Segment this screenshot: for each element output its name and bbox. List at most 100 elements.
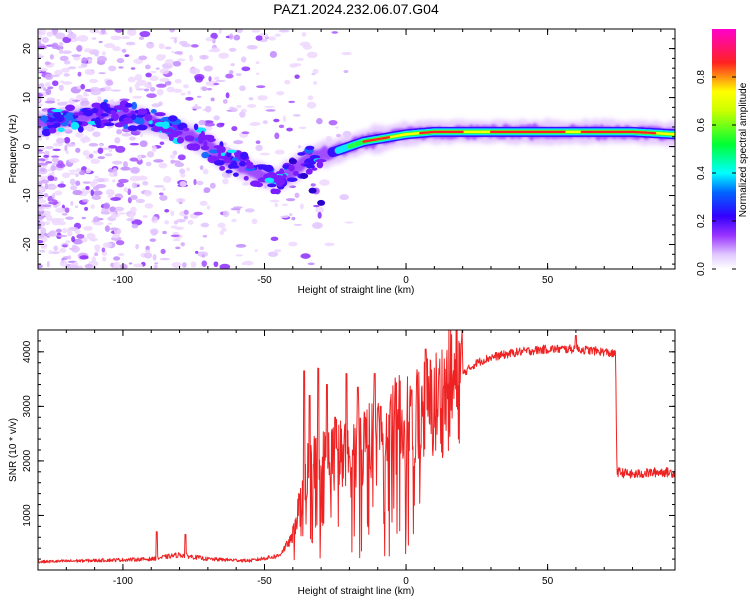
noise-speckle <box>246 44 258 50</box>
noise-speckle <box>56 98 60 102</box>
ridge-blob <box>203 140 208 147</box>
ridge-blob <box>128 119 133 124</box>
ridge-blob <box>96 112 101 117</box>
noise-speckle <box>65 149 69 155</box>
noise-speckle <box>214 76 220 81</box>
noise-speckle <box>219 230 224 236</box>
noise-speckle <box>88 58 93 65</box>
noise-speckle <box>222 210 230 218</box>
ridge-blob <box>292 170 299 176</box>
noise-speckle <box>313 204 320 208</box>
x-tick-label: -50 <box>257 275 272 286</box>
ridge-blob <box>286 177 298 182</box>
ridge-blob <box>261 165 267 170</box>
noise-speckle <box>269 199 280 203</box>
noise-speckle <box>300 253 311 259</box>
noise-speckle <box>72 238 84 245</box>
noise-speckle <box>341 51 352 56</box>
noise-speckle <box>83 48 92 53</box>
noise-speckle <box>130 206 137 214</box>
noise-speckle <box>38 239 44 244</box>
noise-speckle <box>85 168 92 174</box>
y-tick-label: -10 <box>22 188 33 203</box>
noise-speckle <box>255 35 263 41</box>
noise-speckle <box>156 83 167 88</box>
noise-speckle <box>174 162 185 168</box>
noise-speckle <box>88 142 99 147</box>
noise-speckle <box>43 154 50 158</box>
noise-speckle <box>299 203 304 210</box>
noise-speckle <box>149 75 159 82</box>
noise-speckle <box>82 198 89 203</box>
x-tick-label: -100 <box>113 576 133 587</box>
noise-speckle <box>97 96 102 102</box>
ridge-blob <box>70 121 80 130</box>
noise-speckle <box>118 253 125 257</box>
noise-speckle <box>51 193 56 200</box>
noise-speckle <box>74 205 79 208</box>
snr-x-ticks: -100 -50 0 50 <box>37 330 662 587</box>
noise-speckle <box>289 63 299 68</box>
noise-speckle <box>268 36 277 41</box>
noise-speckle <box>67 226 79 231</box>
noise-speckle <box>51 157 59 163</box>
ridge-blob <box>239 161 247 167</box>
noise-speckle <box>190 261 197 268</box>
ridge-blob <box>243 175 249 181</box>
noise-speckle <box>285 198 296 202</box>
noise-speckle <box>90 86 100 92</box>
noise-speckle <box>99 87 106 92</box>
noise-speckle <box>164 80 172 86</box>
noise-speckle <box>263 105 275 108</box>
noise-speckle <box>319 179 330 186</box>
noise-speckle <box>217 222 226 228</box>
noise-speckle <box>134 82 140 90</box>
ridge-blob <box>82 111 94 116</box>
noise-speckle <box>54 69 63 76</box>
noise-speckle <box>92 221 104 226</box>
noise-speckle <box>88 153 94 159</box>
noise-speckle <box>119 98 130 102</box>
noise-speckle <box>297 145 302 149</box>
noise-speckle <box>222 99 228 104</box>
noise-speckle <box>75 168 82 173</box>
noise-speckle <box>45 88 52 96</box>
ridge-blob <box>316 161 324 169</box>
noise-speckle <box>75 94 84 101</box>
ridge-blob <box>99 101 109 110</box>
noise-speckle <box>107 194 113 199</box>
noise-speckle <box>231 126 238 132</box>
noise-speckle <box>94 252 99 257</box>
noise-speckle <box>130 166 140 174</box>
noise-speckle <box>151 145 157 153</box>
noise-speckle <box>139 30 151 38</box>
ridge-blob <box>103 122 115 127</box>
noise-speckle <box>180 242 185 247</box>
noise-speckle <box>174 226 184 230</box>
noise-speckle <box>62 227 67 234</box>
noise-speckle <box>76 85 82 90</box>
noise-speckle <box>276 90 285 96</box>
ridge-blob <box>267 183 277 188</box>
ridge-blob <box>297 152 306 156</box>
noise-speckle <box>202 168 209 175</box>
noise-speckle <box>255 72 260 76</box>
noise-speckle <box>213 261 219 268</box>
noise-speckle <box>301 31 307 37</box>
noise-speckle <box>92 131 101 138</box>
noise-speckle <box>54 190 63 196</box>
noise-speckle <box>251 29 261 33</box>
noise-speckle <box>269 50 278 58</box>
noise-speckle <box>67 255 72 260</box>
noise-speckle <box>273 118 280 123</box>
noise-speckle <box>307 262 315 266</box>
noise-speckle <box>159 257 171 261</box>
noise-speckle <box>43 193 49 198</box>
noise-speckle <box>102 256 107 262</box>
noise-speckle <box>142 181 149 186</box>
noise-speckle <box>228 47 237 52</box>
noise-speckle <box>159 194 168 201</box>
noise-speckle <box>90 204 95 209</box>
colorbar-scale <box>712 29 736 269</box>
x-tick-label: 0 <box>403 275 409 286</box>
